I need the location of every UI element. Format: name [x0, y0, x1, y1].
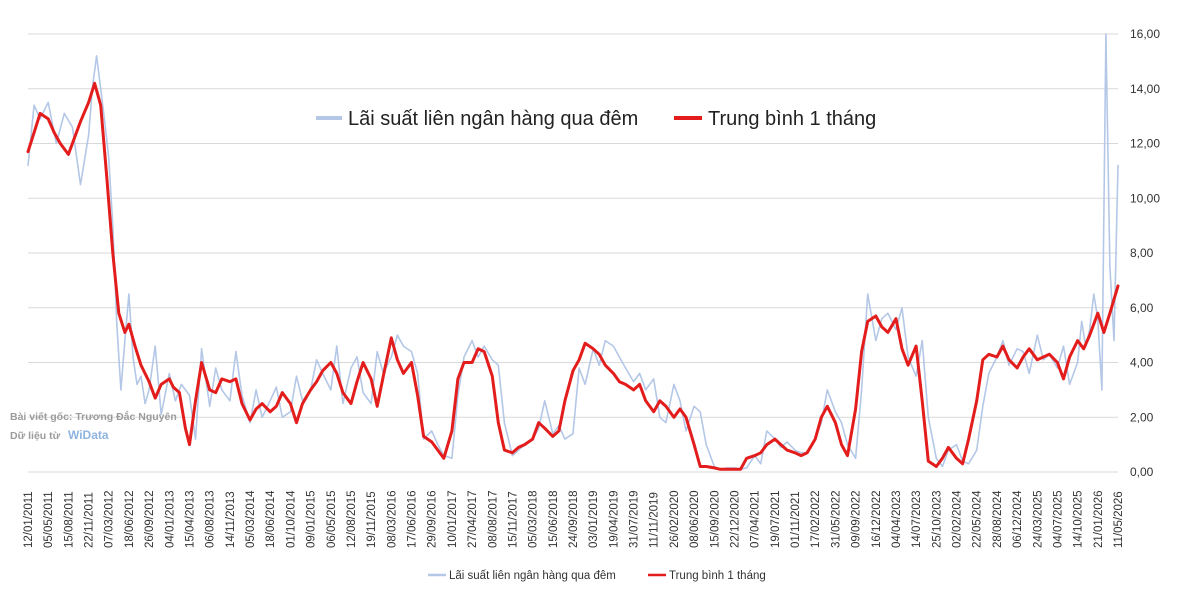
legend-bottom-label-average: Trung bình 1 tháng [669, 570, 766, 582]
x-tick-label: 15/11/2017 [507, 491, 519, 548]
x-tick-label: 19/11/2015 [366, 491, 378, 548]
y-tick-label: 4,00 [1130, 356, 1154, 370]
widata-logo: WiData [68, 428, 109, 442]
x-tick-label: 21/01/2026 [1093, 490, 1105, 548]
x-tick-label: 18/06/2014 [265, 490, 277, 548]
watermark-source: Dữ liệu từ [10, 430, 61, 442]
x-tick-label: 31/05/2022 [830, 490, 842, 548]
y-tick-label: 6,00 [1130, 301, 1154, 315]
x-tick-label: 03/01/2019 [588, 490, 600, 548]
legend-top: Lãi suất liên ngân hàng qua đêm Trung bì… [316, 108, 876, 130]
legend-top-label-average: Trung bình 1 tháng [708, 108, 876, 130]
x-axis-tick-labels: 12/01/2011 05/05/2011 15/08/2011 22/11/2011… [23, 490, 1125, 548]
x-tick-label: 01/10/2014 [285, 490, 297, 548]
watermark-author: Bài viết gốc: Trương Đắc Nguyên [10, 410, 177, 423]
x-tick-label: 09/09/2022 [851, 490, 863, 548]
x-tick-label: 15/08/2011 [63, 491, 75, 548]
x-tick-label: 08/03/2016 [386, 490, 398, 548]
x-tick-label: 14/10/2025 [1073, 490, 1085, 548]
x-tick-label: 19/07/2021 [770, 490, 782, 548]
legend-top-label-overnight: Lãi suất liên ngân hàng qua đêm [348, 108, 638, 130]
x-tick-label: 10/01/2017 [447, 490, 459, 548]
x-tick-label: 07/04/2021 [750, 490, 762, 548]
x-tick-label: 08/08/2017 [487, 490, 499, 548]
x-tick-label: 09/01/2015 [306, 490, 318, 548]
x-tick-label: 17/06/2016 [407, 490, 419, 548]
x-tick-label: 05/03/2018 [528, 490, 540, 548]
x-tick-label: 06/12/2024 [1012, 490, 1024, 548]
x-tick-label: 29/09/2016 [427, 490, 439, 548]
x-tick-label: 28/08/2024 [992, 490, 1004, 548]
x-tick-label: 17/02/2022 [810, 490, 822, 548]
x-tick-label: 24/09/2018 [568, 490, 580, 548]
series-line-monthly-average [26, 81, 1120, 471]
y-tick-label: 14,00 [1130, 82, 1160, 96]
x-tick-label: 11/05/2026 [1113, 491, 1125, 548]
x-tick-label: 25/10/2023 [931, 490, 943, 548]
x-tick-label: 04/04/2023 [891, 490, 903, 548]
x-tick-label: 12/08/2015 [346, 490, 358, 548]
series-lines [26, 33, 1120, 471]
y-axis-tick-labels: 0,00 2,00 4,00 6,00 8,00 10,00 12,00 14,00 16,00 [1130, 27, 1160, 479]
x-tick-label: 24/03/2025 [1032, 490, 1044, 548]
y-tick-label: 8,00 [1130, 246, 1154, 260]
x-tick-label: 18/06/2012 [124, 490, 136, 548]
x-tick-label: 08/06/2020 [689, 490, 701, 548]
y-tick-label: 0,00 [1130, 465, 1154, 479]
x-tick-label: 01/11/2021 [790, 491, 802, 548]
x-tick-label: 26/02/2020 [669, 490, 681, 548]
x-tick-label: 05/05/2011 [43, 491, 55, 548]
x-tick-label: 26/09/2012 [144, 490, 156, 548]
x-tick-label: 22/05/2024 [972, 490, 984, 548]
x-tick-label: 15/04/2013 [184, 490, 196, 548]
x-tick-label: 16/12/2022 [871, 490, 883, 548]
x-tick-label: 15/09/2020 [709, 490, 721, 548]
legend-bottom: Lãi suất liên ngân hàng qua đêm Trung bì… [428, 570, 766, 582]
x-tick-label: 06/05/2015 [326, 490, 338, 548]
series-line-overnight-rate [27, 33, 1119, 471]
x-tick-label: 14/07/2023 [911, 490, 923, 548]
y-tick-label: 12,00 [1130, 137, 1160, 151]
x-tick-label: 04/01/2013 [164, 490, 176, 548]
x-tick-label: 31/07/2019 [629, 490, 641, 548]
x-tick-label: 15/06/2018 [548, 490, 560, 548]
x-tick-label: 02/02/2024 [952, 490, 964, 548]
gridlines [28, 33, 1118, 473]
watermark: Bài viết gốc: Trương Đắc Nguyên Dữ liệu … [10, 410, 177, 442]
x-tick-label: 12/01/2011 [23, 491, 35, 548]
x-tick-label: 27/04/2017 [467, 490, 479, 548]
x-tick-label: 04/07/2025 [1052, 490, 1064, 548]
y-tick-label: 10,00 [1130, 191, 1160, 205]
x-tick-label: 11/11/2019 [649, 492, 661, 548]
x-tick-label: 19/04/2019 [608, 490, 620, 548]
x-tick-label: 22/11/2011 [84, 492, 96, 548]
x-tick-label: 06/08/2013 [205, 490, 217, 548]
legend-bottom-label-overnight: Lãi suất liên ngân hàng qua đêm [449, 570, 616, 582]
x-tick-label: 07/03/2012 [104, 490, 116, 548]
y-tick-label: 2,00 [1130, 410, 1154, 424]
x-tick-label: 05/03/2014 [245, 490, 257, 548]
x-tick-label: 22/12/2020 [729, 490, 741, 548]
x-tick-label: 14/11/2013 [225, 491, 237, 548]
y-tick-label: 16,00 [1130, 27, 1160, 41]
